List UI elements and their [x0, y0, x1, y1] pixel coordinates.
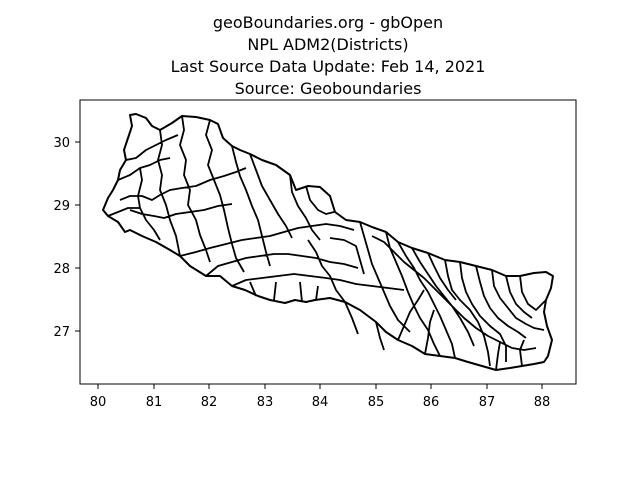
x-tick-label: 86	[423, 395, 440, 410]
nepal-district-map	[102, 113, 554, 371]
x-tick-label: 83	[257, 395, 274, 410]
x-tick-label: 88	[534, 395, 551, 410]
x-tick-label: 82	[201, 395, 218, 410]
y-tick-label: 30	[53, 136, 70, 151]
district-boundaries	[107, 115, 547, 371]
title-line-1: geoBoundaries.org - gbOpen	[212, 13, 444, 32]
x-axis	[97, 384, 543, 389]
y-axis	[75, 141, 80, 332]
title-line-3: Last Source Data Update: Feb 14, 2021	[170, 57, 486, 76]
x-tick-label: 85	[368, 395, 385, 410]
title-line-4: Source: Geoboundaries	[234, 79, 422, 98]
x-tick-label: 87	[479, 395, 496, 410]
title-line-2: NPL ADM2(Districts)	[247, 35, 409, 54]
y-tick-label: 27	[53, 325, 70, 340]
y-tick-label: 29	[53, 199, 70, 214]
x-tick-label: 84	[312, 395, 329, 410]
x-tick-labels: 80 81 82 83 84 85 86 87 88	[90, 395, 551, 410]
x-tick-label: 80	[90, 395, 107, 410]
x-tick-label: 81	[146, 395, 163, 410]
y-tick-label: 28	[53, 262, 70, 277]
chart-title: geoBoundaries.org - gbOpen NPL ADM2(Dist…	[0, 12, 640, 100]
y-tick-labels: 27 28 29 30	[53, 136, 70, 340]
